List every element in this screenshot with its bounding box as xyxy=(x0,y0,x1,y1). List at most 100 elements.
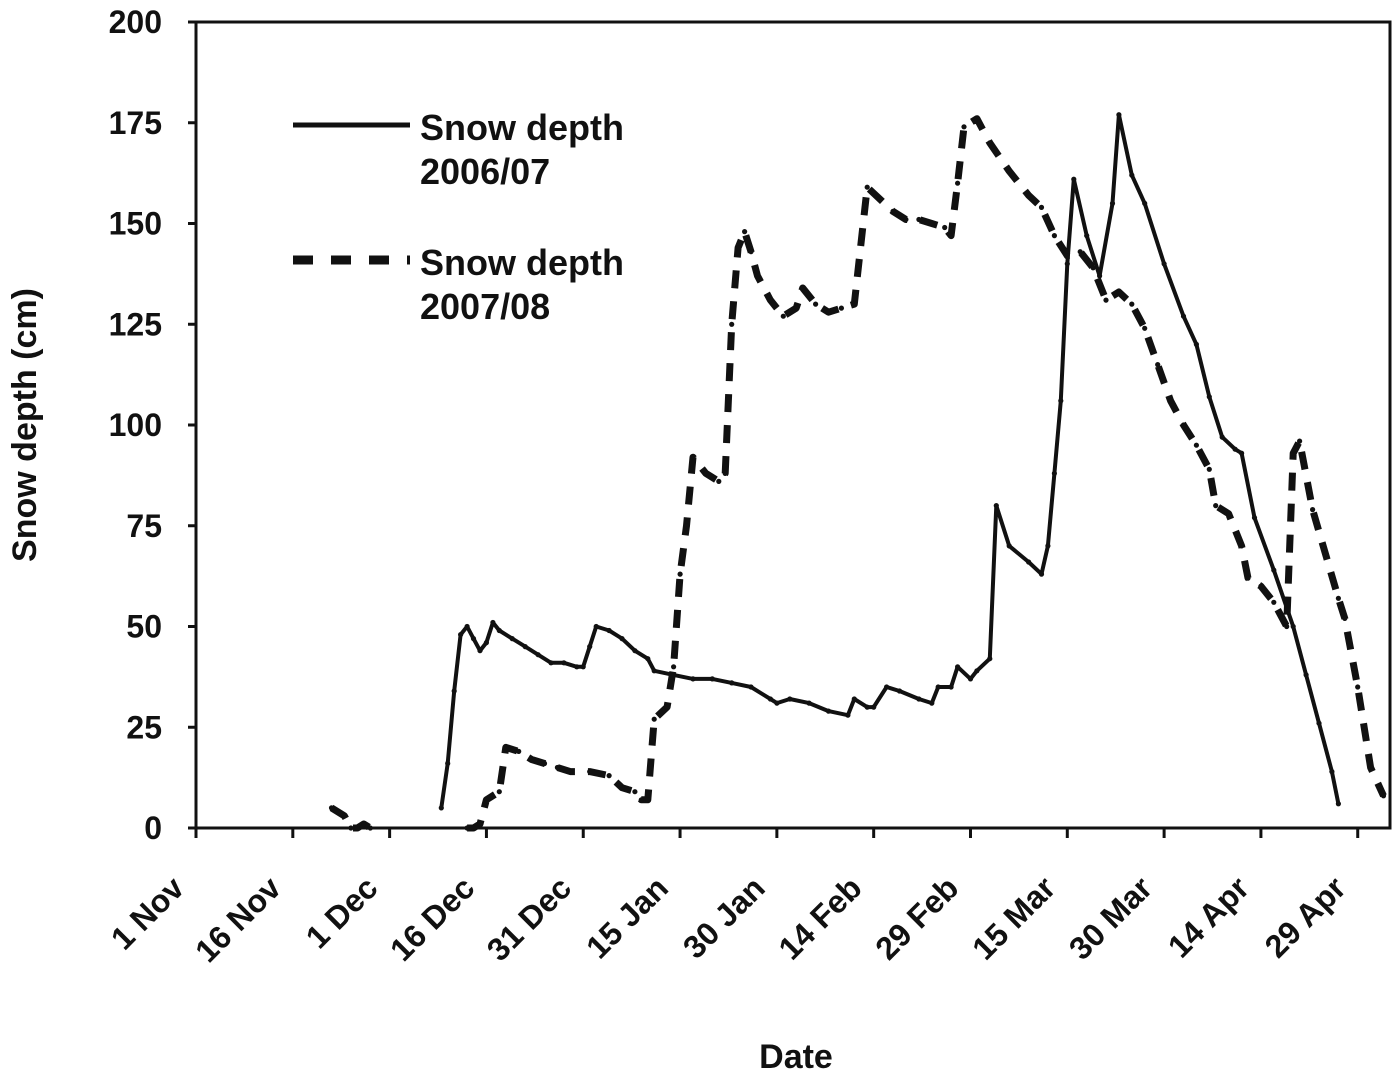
x-tick-label: 30 Mar xyxy=(1062,869,1159,966)
data-point xyxy=(451,688,457,694)
y-tick-label: 50 xyxy=(126,609,162,645)
data-point xyxy=(1155,362,1161,368)
data-point xyxy=(529,756,535,763)
data-point xyxy=(929,220,935,227)
data-point xyxy=(955,664,961,670)
x-tick-label: 14 Apr xyxy=(1161,869,1256,964)
data-point xyxy=(458,632,464,638)
data-point xyxy=(1213,503,1219,509)
data-point xyxy=(1090,265,1096,271)
data-point xyxy=(1064,253,1070,259)
data-point xyxy=(464,825,470,831)
data-point xyxy=(1097,273,1103,279)
data-point xyxy=(632,648,638,654)
data-point xyxy=(587,769,593,775)
data-point xyxy=(748,249,754,255)
data-point xyxy=(729,680,735,686)
legend-label-2007-08: Snow depth 2007/08 xyxy=(420,242,624,327)
x-tick-label: 31 Dec xyxy=(480,869,578,967)
data-point xyxy=(1051,470,1057,476)
data-point xyxy=(328,805,335,811)
y-tick-label: 175 xyxy=(109,105,162,141)
y-tick-label: 125 xyxy=(109,306,162,342)
data-point xyxy=(619,785,625,791)
data-point xyxy=(1045,543,1051,549)
data-point xyxy=(1006,543,1012,549)
data-point xyxy=(651,716,657,722)
data-point xyxy=(1335,801,1341,807)
data-point xyxy=(1310,507,1316,513)
data-point xyxy=(987,140,993,146)
x-tick-label: 14 Feb xyxy=(771,869,868,966)
data-point xyxy=(793,305,799,311)
data-point xyxy=(645,656,651,662)
data-point xyxy=(496,627,502,634)
data-point xyxy=(361,821,367,827)
data-point xyxy=(638,797,644,803)
data-point xyxy=(664,704,670,710)
data-point xyxy=(993,503,999,509)
data-point xyxy=(825,708,832,714)
data-point xyxy=(445,760,451,767)
x-tick-label: 15 Mar xyxy=(965,869,1062,966)
data-point xyxy=(464,623,470,630)
data-point xyxy=(354,825,360,831)
data-point xyxy=(864,184,870,190)
legend-label-2006-07: Snow depth 2006/07 xyxy=(420,107,624,192)
data-point xyxy=(1342,615,1348,622)
data-point xyxy=(916,696,922,702)
data-point xyxy=(1116,112,1122,118)
data-point xyxy=(496,789,502,795)
data-point xyxy=(1109,200,1116,206)
data-point xyxy=(767,297,774,303)
data-point xyxy=(877,196,883,202)
data-point xyxy=(1129,301,1135,307)
data-point xyxy=(1026,559,1032,565)
data-point xyxy=(729,321,735,327)
y-tick-label: 75 xyxy=(126,508,162,544)
data-point xyxy=(987,656,993,662)
data-point xyxy=(1180,422,1187,428)
data-point xyxy=(1239,543,1245,549)
x-tick-label: 16 Dec xyxy=(383,869,481,967)
data-point xyxy=(813,301,819,307)
data-point xyxy=(890,208,896,214)
data-point xyxy=(580,664,586,670)
data-point xyxy=(470,825,477,831)
data-point xyxy=(767,696,774,702)
data-point xyxy=(774,700,780,706)
data-point xyxy=(884,684,890,690)
data-point xyxy=(864,704,870,710)
data-point xyxy=(1103,297,1109,303)
data-point xyxy=(1335,595,1341,601)
data-point xyxy=(1026,192,1032,198)
data-point xyxy=(845,712,851,718)
data-point xyxy=(1116,289,1122,295)
data-point xyxy=(806,700,812,706)
data-point xyxy=(1284,623,1290,630)
data-point xyxy=(367,825,373,831)
data-point xyxy=(606,627,612,634)
data-point xyxy=(1206,394,1212,400)
data-point xyxy=(1322,551,1329,557)
plot-area xyxy=(194,20,1392,830)
data-point xyxy=(961,124,967,130)
data-point xyxy=(787,696,793,702)
data-point xyxy=(632,789,638,795)
y-tick-label: 0 xyxy=(144,810,162,846)
data-point xyxy=(929,700,935,706)
data-point xyxy=(574,664,580,670)
data-point xyxy=(606,773,612,779)
data-point xyxy=(974,116,980,122)
data-point xyxy=(1193,341,1199,347)
x-axis-label: Date xyxy=(759,1038,833,1076)
data-point xyxy=(548,660,554,666)
data-point xyxy=(1368,764,1374,771)
data-point xyxy=(935,684,941,690)
data-point xyxy=(1206,466,1212,472)
data-point xyxy=(1251,515,1258,521)
data-point xyxy=(516,748,522,755)
data-point xyxy=(438,805,444,811)
data-point xyxy=(1064,261,1070,267)
